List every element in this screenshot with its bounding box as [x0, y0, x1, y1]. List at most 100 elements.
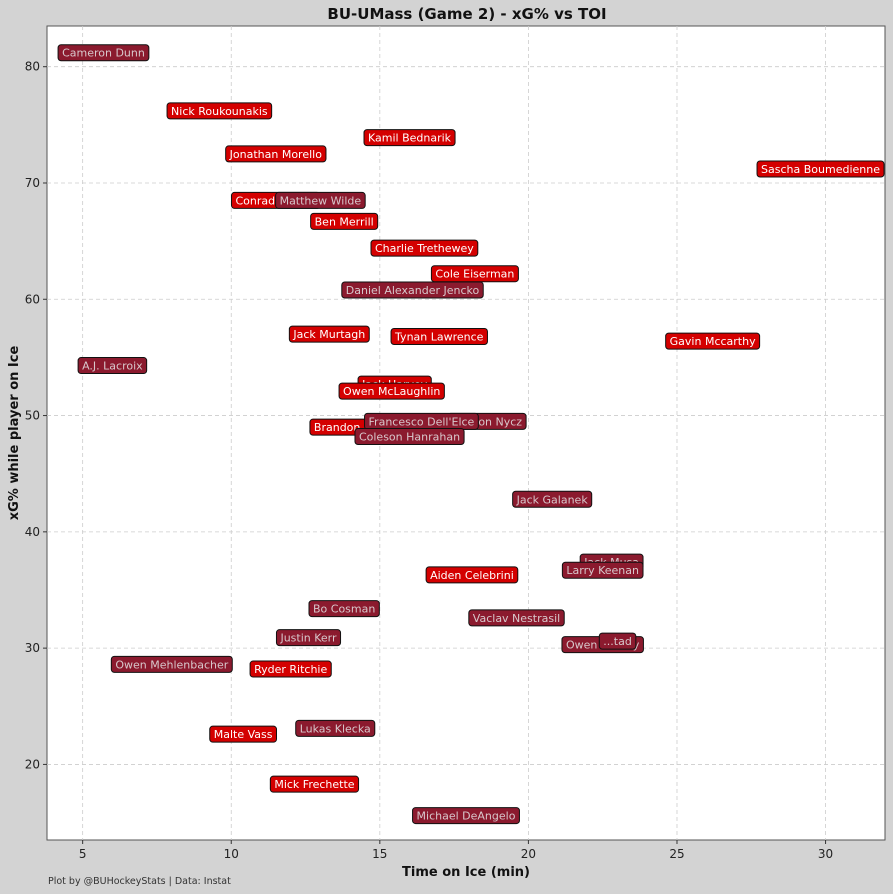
- point-label-box: [249, 660, 332, 678]
- point-label-box: [341, 281, 484, 299]
- point-label-text: Vaclav Nestrasil: [473, 612, 560, 625]
- data-point: Coleson Hanrahan: [354, 427, 465, 445]
- point-label-text: Bo Cosman: [313, 603, 375, 616]
- data-point: Matthew Wilde: [275, 191, 366, 209]
- data-point: Malte Vass: [209, 725, 278, 743]
- point-label-box: [310, 212, 379, 230]
- point-label-text: Malte Vass: [214, 728, 273, 741]
- data-point: Jonathan Morello: [225, 145, 327, 163]
- data-point: Justin Kerr: [275, 629, 342, 647]
- point-label-text: Mick Frechette: [274, 778, 354, 791]
- point-label-box: [209, 725, 278, 743]
- point-label-box: [756, 160, 885, 178]
- point-label-text: Lukas Klecka: [300, 722, 371, 735]
- point-label-text: Kamil Bednarik: [368, 132, 452, 145]
- point-label-text: Charlie Trethewey: [375, 242, 474, 255]
- data-point: Vaclav Nestrasil: [468, 609, 565, 627]
- data-point: Ben Merrill: [310, 212, 379, 230]
- point-label-text: ...tad: [603, 635, 632, 648]
- point-label-text: Coleson Hanrahan: [359, 430, 460, 443]
- y-tick-label: 80: [25, 60, 40, 74]
- x-tick-label: 10: [224, 847, 239, 861]
- point-label-box: [225, 145, 327, 163]
- point-label-box: [308, 600, 380, 618]
- point-label-text: Gavin Mccarthy: [670, 335, 756, 348]
- point-label-text: Jack Galanek: [516, 493, 589, 506]
- point-label-box: [269, 775, 360, 793]
- point-label-box: [468, 609, 565, 627]
- y-tick-label: 40: [25, 525, 40, 539]
- plot-area: [46, 25, 886, 841]
- x-tick-label: 20: [521, 847, 536, 861]
- y-axis-label: xG% while player on Ice: [7, 346, 22, 521]
- data-point: Kamil Bednarik: [363, 129, 456, 147]
- x-tick-label: 15: [372, 847, 387, 861]
- data-point: Larry Keenan: [561, 561, 644, 579]
- point-label-box: [598, 632, 637, 650]
- point-label-text: Matthew Wilde: [280, 194, 362, 207]
- data-point: Owen Mehlenbacher: [110, 655, 233, 673]
- y-tick-label: 60: [25, 292, 40, 306]
- y-tick-label: 20: [25, 757, 40, 771]
- point-label-text: Ryder Ritchie: [254, 663, 327, 676]
- point-label-text: Cameron Dunn: [62, 47, 145, 60]
- data-point: Gavin Mccarthy: [665, 332, 761, 350]
- point-label-text: Cole Eiserman: [435, 268, 514, 281]
- data-point: Jack Murtagh: [288, 325, 370, 343]
- point-label-box: [354, 427, 465, 445]
- data-point: Tynan Lawrence: [390, 327, 488, 345]
- data-point: Jack Galanek: [512, 490, 593, 508]
- data-point: Bo Cosman: [308, 600, 380, 618]
- point-label-box: [665, 332, 761, 350]
- data-point: Lukas Klecka: [295, 719, 376, 737]
- point-label-text: Owen Mehlenbacher: [115, 658, 228, 671]
- data-point: Charlie Trethewey: [370, 239, 479, 257]
- point-label-text: Sascha Boumedienne: [761, 163, 880, 176]
- point-label-text: Justin Kerr: [279, 632, 337, 645]
- data-point: Nick Roukounakis: [166, 102, 273, 120]
- point-label-text: Michael DeAngelo: [417, 810, 516, 823]
- data-point: Ryder Ritchie: [249, 660, 332, 678]
- point-label-box: [275, 629, 342, 647]
- axis-ticks: 5 10 15 20 25 30 20 30 40 50 60 70 80: [25, 60, 833, 861]
- x-tick-label: 30: [818, 847, 833, 861]
- point-label-box: [166, 102, 273, 120]
- point-label-text: A.J. Lacroix: [82, 360, 143, 373]
- point-label-box: [561, 561, 644, 579]
- y-tick-label: 70: [25, 176, 40, 190]
- data-point: Mick Frechette: [269, 775, 360, 793]
- point-label-box: [57, 44, 150, 62]
- x-tick-label: 25: [669, 847, 684, 861]
- point-label-text: Owen McLaughlin: [343, 385, 440, 398]
- point-label-box: [370, 239, 479, 257]
- point-label-box: [338, 382, 445, 400]
- partial-data-point: ...tad: [598, 632, 637, 650]
- data-point: A.J. Lacroix: [77, 357, 148, 375]
- point-label-box: [412, 807, 520, 825]
- point-label-text: Nick Roukounakis: [171, 105, 268, 118]
- point-label-text: Aiden Celebrini: [430, 569, 514, 582]
- point-label-box: [77, 357, 148, 375]
- data-point: Sascha Boumedienne: [756, 160, 885, 178]
- y-tick-label: 50: [25, 409, 40, 423]
- point-label-box: [295, 719, 376, 737]
- y-tick-label: 30: [25, 641, 40, 655]
- data-point: Michael DeAngelo: [412, 807, 520, 825]
- point-label-box: [275, 191, 366, 209]
- point-label-box: [390, 327, 488, 345]
- data-point: Daniel Alexander Jencko: [341, 281, 484, 299]
- point-label-text: Ben Merrill: [315, 215, 374, 228]
- point-label-box: [363, 129, 456, 147]
- data-point: Owen McLaughlin: [338, 382, 445, 400]
- data-source-caption: Plot by @BUHockeyStats | Data: Instat: [48, 876, 231, 887]
- point-label-text: Jack Murtagh: [292, 328, 365, 341]
- data-point: Cole Eiserman: [430, 265, 519, 283]
- point-label-text: Francesco Dell'Elce: [369, 415, 475, 428]
- point-label-box: [110, 655, 233, 673]
- point-label-box: [288, 325, 370, 343]
- data-points: Cameron Dunn Nick Roukounakis Kamil Bednar…: [57, 44, 885, 825]
- point-label-box: [512, 490, 593, 508]
- data-point: Francesco Dell'Elce: [364, 412, 479, 430]
- point-label-text: Jonathan Morello: [229, 148, 323, 161]
